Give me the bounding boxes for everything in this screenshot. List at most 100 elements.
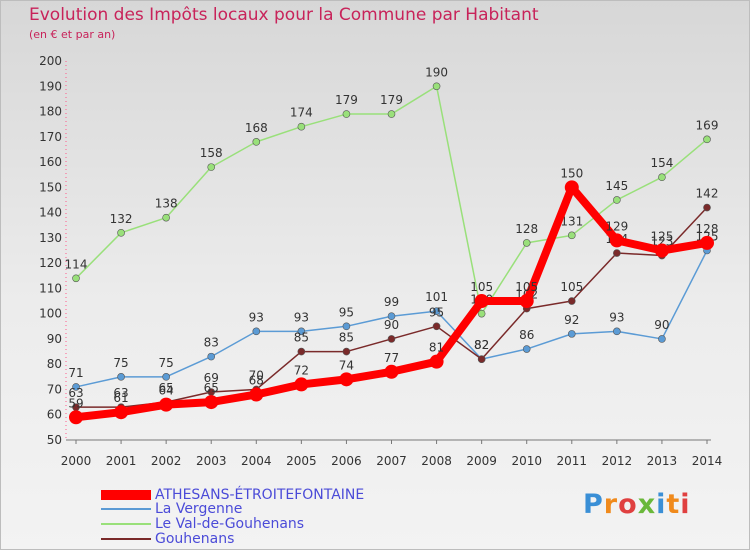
data-label: 85 xyxy=(339,331,354,345)
data-point xyxy=(564,180,579,195)
data-point xyxy=(703,203,711,212)
data-label: 93 xyxy=(609,310,624,324)
data-point xyxy=(567,330,576,338)
y-tick-label: 160 xyxy=(39,155,62,169)
data-point xyxy=(387,110,396,118)
data-point xyxy=(384,364,399,379)
data-point xyxy=(117,373,125,381)
data-label: 168 xyxy=(245,121,268,135)
data-label: 128 xyxy=(515,222,538,236)
x-tick-label: 2004 xyxy=(241,454,272,468)
data-point xyxy=(72,274,80,283)
data-point xyxy=(204,395,219,410)
data-label: 125 xyxy=(650,230,673,244)
data-label: 75 xyxy=(113,356,128,370)
data-label: 65 xyxy=(204,381,219,395)
data-label: 145 xyxy=(605,179,628,193)
data-point xyxy=(342,347,351,356)
data-point xyxy=(297,122,306,131)
data-label: 190 xyxy=(425,65,448,79)
y-tick-label: 170 xyxy=(39,130,62,144)
data-point xyxy=(294,377,309,392)
data-label: 74 xyxy=(339,358,354,372)
logo-letter: i xyxy=(656,489,667,520)
x-tick-label: 2009 xyxy=(466,454,497,468)
data-label: 69 xyxy=(204,371,219,385)
legend-swatch-gouhenans xyxy=(101,538,151,540)
data-point xyxy=(700,235,714,250)
data-label: 61 xyxy=(113,391,128,405)
data-label: 63 xyxy=(68,386,83,400)
data-label: 90 xyxy=(654,318,669,332)
data-point xyxy=(387,335,396,343)
legend-item-athesans: ATHESANS-ÉTROITEFONTAINE xyxy=(101,487,365,503)
data-point xyxy=(72,383,80,391)
legend-swatch-val-de-gouhenans xyxy=(101,523,151,525)
data-label: 90 xyxy=(384,318,399,332)
legend-item-val-de-gouhenans: Le Val-de-Gouhenans xyxy=(101,516,305,532)
data-label: 154 xyxy=(650,156,673,170)
data-label: 81 xyxy=(429,341,444,355)
data-label: 101 xyxy=(425,290,448,304)
data-point xyxy=(162,373,170,381)
data-label: 85 xyxy=(294,331,309,345)
y-tick-label: 150 xyxy=(39,180,62,194)
data-label: 105 xyxy=(560,280,583,294)
legend-label-val-de-gouhenans: Le Val-de-Gouhenans xyxy=(155,516,305,532)
data-label: 114 xyxy=(65,257,88,271)
x-tick-label: 2002 xyxy=(151,454,182,468)
data-label: 128 xyxy=(696,222,719,236)
y-tick-label: 90 xyxy=(47,332,62,346)
data-point xyxy=(432,82,441,91)
data-point xyxy=(703,135,711,144)
chart-subtitle: (en € et par an) xyxy=(29,28,116,41)
data-label: 83 xyxy=(204,336,219,350)
y-tick-label: 130 xyxy=(39,231,62,245)
data-point xyxy=(207,163,216,171)
data-label: 82 xyxy=(474,338,489,352)
data-label: 72 xyxy=(294,363,309,377)
data-label: 99 xyxy=(384,295,399,309)
data-point xyxy=(567,231,576,240)
data-point xyxy=(613,249,621,257)
legend-swatch-la-vergenne xyxy=(101,508,151,510)
legend-label-la-vergenne: La Vergenne xyxy=(155,501,243,517)
data-point xyxy=(252,138,261,146)
data-label: 82 xyxy=(474,338,489,352)
data-point xyxy=(522,345,531,353)
legend-swatch-athesans xyxy=(101,490,151,500)
data-point xyxy=(613,196,621,204)
data-point xyxy=(654,243,669,258)
x-tick-label: 2005 xyxy=(286,454,317,468)
data-label: 95 xyxy=(339,305,354,319)
data-point xyxy=(613,327,621,336)
y-tick-label: 70 xyxy=(47,382,62,396)
x-tick-label: 2003 xyxy=(196,454,227,468)
data-label: 105 xyxy=(470,280,493,294)
x-tick-label: 2011 xyxy=(557,454,588,468)
chart-title: Evolution des Impôts locaux pour la Comm… xyxy=(29,5,539,25)
legend-item-gouhenans: Gouhenans xyxy=(101,531,234,547)
data-label: 179 xyxy=(335,93,358,107)
y-tick-label: 60 xyxy=(47,408,62,422)
y-tick-label: 140 xyxy=(39,206,62,220)
data-point xyxy=(658,335,666,343)
data-label: 105 xyxy=(515,280,538,294)
data-label: 86 xyxy=(519,328,534,342)
data-label: 150 xyxy=(560,166,583,180)
proxiti-logo: Proxiti xyxy=(583,489,691,520)
data-point xyxy=(252,327,261,336)
data-label: 95 xyxy=(429,305,444,319)
data-point xyxy=(477,309,486,318)
data-label: 64 xyxy=(159,384,174,398)
data-label: 129 xyxy=(605,219,628,233)
data-label: 169 xyxy=(696,118,719,132)
data-label: 174 xyxy=(290,106,313,120)
data-point xyxy=(429,354,444,369)
data-point xyxy=(297,327,306,336)
data-label: 70 xyxy=(249,368,264,382)
data-point xyxy=(342,110,351,118)
legend-label-athesans: ATHESANS-ÉTROITEFONTAINE xyxy=(155,487,365,503)
